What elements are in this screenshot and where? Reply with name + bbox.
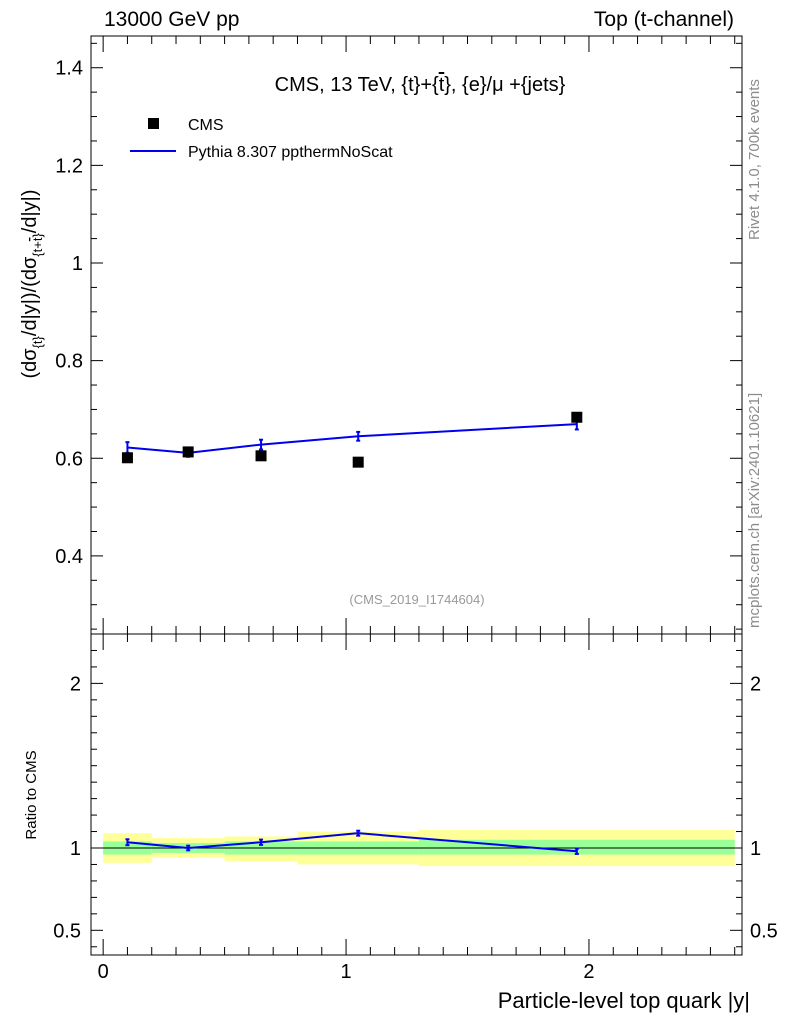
pythia-line	[127, 423, 577, 454]
ratio-ytick-label-right: 0.5	[750, 920, 778, 942]
legend-label-cms: CMS	[188, 117, 224, 134]
ratio-xtick-label: 2	[583, 961, 594, 983]
plot-title: CMS, 13 TeV, {t}+{t}, {e}/μ +{jets}	[275, 74, 566, 96]
ratio-band-inner-4	[418, 839, 735, 855]
main-ytick-label: 1.4	[55, 58, 83, 80]
legend-marker-cms	[148, 118, 159, 129]
cms-data-point	[255, 450, 267, 462]
cms-data-point	[571, 411, 583, 423]
ratio-ytick-label-left: 2	[70, 673, 81, 695]
header-right-label: Top (t-channel)	[593, 8, 734, 31]
main-ytick-label: 1	[72, 253, 83, 275]
ratio-y-axis-label: Ratio to CMS	[23, 750, 40, 839]
cms-data-point	[352, 456, 364, 468]
ratio-ytick-label-left: 0.5	[53, 920, 81, 942]
analysis-watermark: (CMS_2019_I1744604)	[349, 592, 484, 607]
main-ytick-label: 0.8	[55, 351, 83, 373]
ratio-xtick-label: 1	[340, 961, 351, 983]
ratio-xtick-label: 0	[98, 961, 109, 983]
cms-data-point	[121, 452, 133, 464]
main-ytick-label: 0.4	[55, 546, 83, 568]
main-ytick-label: 1.2	[55, 155, 83, 177]
ratio-ytick-label-right: 1	[750, 838, 761, 860]
main-y-axis-label: (dσ{t}/d|y|)/(dσ{t+t}/d|y|)	[19, 189, 45, 378]
cms-data-point	[182, 446, 194, 458]
ratio-plot-frame	[90, 633, 743, 956]
main-ytick-label: 0.6	[55, 448, 83, 470]
header-left-label: 13000 GeV pp	[104, 8, 240, 31]
legend-label-pythia: Pythia 8.307 ppthermNoScat	[188, 144, 393, 161]
ratio-ytick-label-left: 1	[70, 838, 81, 860]
ratio-x-axis-label: Particle-level top quark |y|	[498, 988, 750, 1013]
legend: CMS Pythia 8.307 ppthermNoScat	[130, 117, 393, 161]
ratio-ytick-label-right: 2	[750, 673, 761, 695]
